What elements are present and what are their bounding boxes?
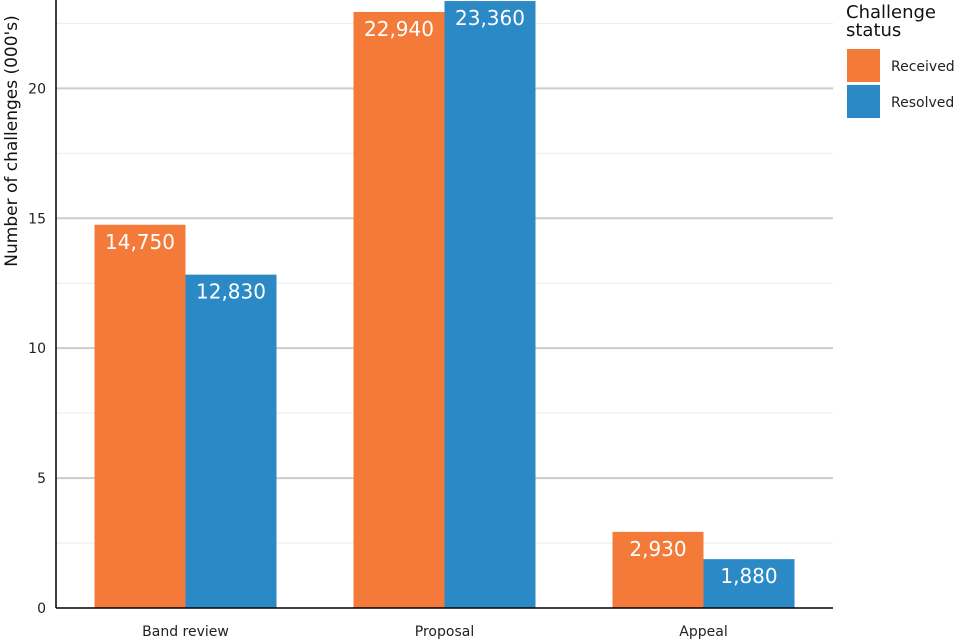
bar-labels: 14,750 12,830 22,940 23,360 2,930 1,880	[105, 6, 778, 588]
bar-value-label: 2,930	[629, 537, 686, 561]
legend-swatch-received	[847, 49, 880, 82]
bar-value-label: 12,830	[196, 280, 266, 304]
bar-value-label: 1,880	[720, 564, 777, 588]
y-tick-label: 10	[28, 341, 46, 357]
bar-received-band-review	[94, 224, 186, 608]
bars	[94, 1, 795, 609]
bar-value-label: 14,750	[105, 230, 175, 254]
bar-received-appeal	[612, 531, 704, 608]
x-tick-label: Proposal	[415, 624, 474, 640]
x-tick-label: Band review	[142, 624, 229, 640]
axes	[55, 0, 833, 609]
bar-resolved-appeal	[703, 559, 795, 608]
y-tick-label: 5	[37, 471, 46, 487]
bar-resolved-proposal	[444, 1, 536, 609]
bar-resolved-band-review	[185, 274, 277, 608]
y-tick-label: 20	[28, 81, 46, 97]
x-tick-label: Appeal	[679, 624, 727, 640]
y-ticks: 0 5 10 15 20	[28, 81, 46, 617]
legend-title-line-1: Challenge	[846, 2, 936, 23]
bar-received-proposal	[353, 11, 445, 608]
y-tick-label: 0	[37, 601, 46, 617]
legend-swatch-resolved	[847, 85, 880, 118]
bar-value-label: 22,940	[364, 17, 434, 41]
legend-label-resolved: Resolved	[891, 95, 954, 111]
y-tick-label: 15	[28, 211, 46, 227]
legend: Challenge status Received Resolved	[846, 2, 955, 118]
legend-label-received: Received	[891, 59, 955, 75]
x-ticks: Band review Proposal Appeal	[142, 624, 728, 640]
bar-value-label: 23,360	[455, 6, 525, 30]
legend-title-line-2: status	[846, 20, 901, 41]
y-axis-title: Number of challenges (000's)	[2, 15, 22, 266]
